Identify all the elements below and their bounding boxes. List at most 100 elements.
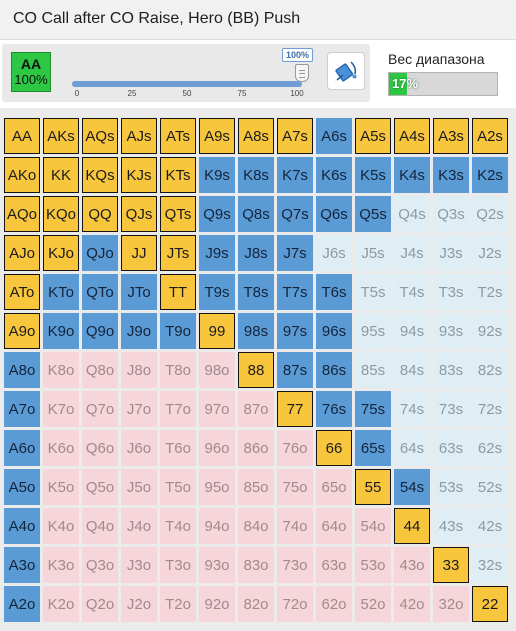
hand-cell-A6o[interactable]: A6o <box>4 430 40 466</box>
hand-cell-Q5o[interactable]: Q5o <box>82 469 118 505</box>
hand-cell-AA[interactable]: AA <box>4 118 40 154</box>
hand-cell-ATo[interactable]: ATo <box>4 274 40 310</box>
hand-cell-82o[interactable]: 82o <box>238 586 274 622</box>
hand-cell-T5o[interactable]: T5o <box>160 469 196 505</box>
hand-cell-62o[interactable]: 62o <box>316 586 352 622</box>
hand-cell-J2s[interactable]: J2s <box>472 235 508 271</box>
hand-cell-72s[interactable]: 72s <box>472 391 508 427</box>
hand-cell-82s[interactable]: 82s <box>472 352 508 388</box>
hand-cell-Q2o[interactable]: Q2o <box>82 586 118 622</box>
hand-cell-98s[interactable]: 98s <box>238 313 274 349</box>
hand-cell-T7o[interactable]: T7o <box>160 391 196 427</box>
hand-cell-T9o[interactable]: T9o <box>160 313 196 349</box>
hand-cell-AKo[interactable]: AKo <box>4 157 40 193</box>
hand-cell-QTo[interactable]: QTo <box>82 274 118 310</box>
hand-cell-Q6s[interactable]: Q6s <box>316 196 352 232</box>
hand-cell-A8s[interactable]: A8s <box>238 118 274 154</box>
weight-slider-handle[interactable] <box>295 64 309 82</box>
hand-cell-AJo[interactable]: AJo <box>4 235 40 271</box>
hand-cell-62s[interactable]: 62s <box>472 430 508 466</box>
hand-cell-T6s[interactable]: T6s <box>316 274 352 310</box>
paint-button[interactable] <box>327 52 365 90</box>
hand-cell-KTs[interactable]: KTs <box>160 157 196 193</box>
hand-cell-86o[interactable]: 86o <box>238 430 274 466</box>
hand-cell-55[interactable]: 55 <box>355 469 391 505</box>
hand-cell-76s[interactable]: 76s <box>316 391 352 427</box>
hand-cell-43s[interactable]: 43s <box>433 508 469 544</box>
hand-cell-K5s[interactable]: K5s <box>355 157 391 193</box>
hand-cell-93o[interactable]: 93o <box>199 547 235 583</box>
hand-cell-A6s[interactable]: A6s <box>316 118 352 154</box>
hand-cell-K2o[interactable]: K2o <box>43 586 79 622</box>
hand-cell-96s[interactable]: 96s <box>316 313 352 349</box>
hand-cell-A5o[interactable]: A5o <box>4 469 40 505</box>
hand-cell-T6o[interactable]: T6o <box>160 430 196 466</box>
selected-hand-box[interactable]: AA 100% <box>11 52 51 92</box>
hand-cell-KQs[interactable]: KQs <box>82 157 118 193</box>
hand-cell-Q7s[interactable]: Q7s <box>277 196 313 232</box>
hand-cell-Q9s[interactable]: Q9s <box>199 196 235 232</box>
hand-cell-97o[interactable]: 97o <box>199 391 235 427</box>
hand-cell-52s[interactable]: 52s <box>472 469 508 505</box>
hand-cell-A8o[interactable]: A8o <box>4 352 40 388</box>
hand-cell-J9o[interactable]: J9o <box>121 313 157 349</box>
hand-cell-Q7o[interactable]: Q7o <box>82 391 118 427</box>
hand-cell-J2o[interactable]: J2o <box>121 586 157 622</box>
hand-cell-Q3s[interactable]: Q3s <box>433 196 469 232</box>
hand-cell-99[interactable]: 99 <box>199 313 235 349</box>
hand-cell-85s[interactable]: 85s <box>355 352 391 388</box>
hand-cell-83s[interactable]: 83s <box>433 352 469 388</box>
hand-cell-94o[interactable]: 94o <box>199 508 235 544</box>
hand-cell-T4s[interactable]: T4s <box>394 274 430 310</box>
hand-cell-54o[interactable]: 54o <box>355 508 391 544</box>
hand-cell-TT[interactable]: TT <box>160 274 196 310</box>
hand-cell-K5o[interactable]: K5o <box>43 469 79 505</box>
hand-cell-65s[interactable]: 65s <box>355 430 391 466</box>
hand-cell-64o[interactable]: 64o <box>316 508 352 544</box>
hand-cell-22[interactable]: 22 <box>472 586 508 622</box>
hand-cell-43o[interactable]: 43o <box>394 547 430 583</box>
hand-cell-44[interactable]: 44 <box>394 508 430 544</box>
hand-cell-KQo[interactable]: KQo <box>43 196 79 232</box>
hand-cell-J3s[interactable]: J3s <box>433 235 469 271</box>
hand-cell-A4o[interactable]: A4o <box>4 508 40 544</box>
hand-cell-KJo[interactable]: KJo <box>43 235 79 271</box>
hand-cell-85o[interactable]: 85o <box>238 469 274 505</box>
hand-cell-87o[interactable]: 87o <box>238 391 274 427</box>
hand-cell-T2s[interactable]: T2s <box>472 274 508 310</box>
hand-cell-A9o[interactable]: A9o <box>4 313 40 349</box>
hand-cell-K7s[interactable]: K7s <box>277 157 313 193</box>
hand-cell-65o[interactable]: 65o <box>316 469 352 505</box>
hand-cell-K3s[interactable]: K3s <box>433 157 469 193</box>
hand-cell-AQo[interactable]: AQo <box>4 196 40 232</box>
hand-cell-98o[interactable]: 98o <box>199 352 235 388</box>
hand-cell-92o[interactable]: 92o <box>199 586 235 622</box>
hand-cell-Q3o[interactable]: Q3o <box>82 547 118 583</box>
hand-cell-J4s[interactable]: J4s <box>394 235 430 271</box>
hand-cell-K4o[interactable]: K4o <box>43 508 79 544</box>
hand-cell-86s[interactable]: 86s <box>316 352 352 388</box>
hand-cell-J7o[interactable]: J7o <box>121 391 157 427</box>
hand-cell-76o[interactable]: 76o <box>277 430 313 466</box>
hand-cell-K8s[interactable]: K8s <box>238 157 274 193</box>
hand-cell-J8o[interactable]: J8o <box>121 352 157 388</box>
hand-cell-88[interactable]: 88 <box>238 352 274 388</box>
hand-cell-T8s[interactable]: T8s <box>238 274 274 310</box>
hand-cell-T9s[interactable]: T9s <box>199 274 235 310</box>
hand-cell-32o[interactable]: 32o <box>433 586 469 622</box>
hand-cell-A5s[interactable]: A5s <box>355 118 391 154</box>
hand-cell-73o[interactable]: 73o <box>277 547 313 583</box>
hand-cell-64s[interactable]: 64s <box>394 430 430 466</box>
hand-cell-66[interactable]: 66 <box>316 430 352 466</box>
hand-cell-74s[interactable]: 74s <box>394 391 430 427</box>
hand-cell-97s[interactable]: 97s <box>277 313 313 349</box>
hand-cell-32s[interactable]: 32s <box>472 547 508 583</box>
hand-cell-J9s[interactable]: J9s <box>199 235 235 271</box>
hand-cell-42o[interactable]: 42o <box>394 586 430 622</box>
hand-cell-QTs[interactable]: QTs <box>160 196 196 232</box>
hand-cell-JJ[interactable]: JJ <box>121 235 157 271</box>
hand-cell-J5o[interactable]: J5o <box>121 469 157 505</box>
hand-cell-96o[interactable]: 96o <box>199 430 235 466</box>
hand-cell-63s[interactable]: 63s <box>433 430 469 466</box>
hand-cell-K3o[interactable]: K3o <box>43 547 79 583</box>
